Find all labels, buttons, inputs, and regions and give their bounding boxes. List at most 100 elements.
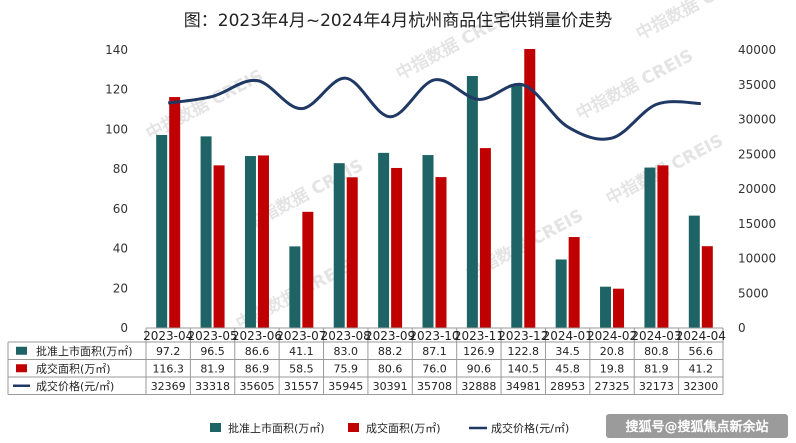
table-cell: 86.6 — [245, 345, 270, 358]
bar-approved-area — [378, 152, 390, 328]
y-left-tick-label: 80 — [113, 162, 128, 176]
legend-label: 批准上市面积(万㎡) — [228, 421, 325, 435]
table-cell: 35945 — [328, 380, 363, 393]
table-cell: 81.9 — [644, 362, 669, 375]
bar-transaction-area — [213, 165, 225, 328]
table-cell: 35605 — [239, 380, 274, 393]
bar-transaction-area — [568, 237, 580, 328]
y-right-tick-label: 5000 — [738, 286, 769, 300]
table-cell: 96.5 — [200, 345, 225, 358]
table-cell: 28953 — [550, 380, 585, 393]
y-right-tick-label: 15000 — [738, 217, 776, 231]
x-category-label: 2023-12 — [498, 329, 548, 343]
table-cell: 32369 — [151, 380, 186, 393]
table-cell: 45.8 — [555, 362, 580, 375]
y-right-tick-label: 20000 — [738, 182, 776, 196]
bar-approved-area — [289, 246, 301, 328]
y-right-tick-label: 10000 — [738, 252, 776, 266]
legend-key — [348, 423, 359, 432]
legend-key — [210, 423, 221, 432]
table-cell: 30391 — [373, 380, 408, 393]
y-right-tick-label: 25000 — [738, 147, 776, 161]
y-left-tick-label: 120 — [105, 83, 128, 97]
legend-label: 成交面积(万㎡) — [366, 421, 441, 435]
bar-approved-area — [644, 167, 656, 328]
table-cell: 80.6 — [378, 362, 403, 375]
table-cell: 32173 — [639, 380, 674, 393]
bar-approved-area — [200, 136, 212, 328]
bar-approved-area — [555, 259, 567, 328]
x-category-label: 2024-01 — [543, 329, 593, 343]
x-category-label: 2023-11 — [454, 329, 504, 343]
table-cell: 126.9 — [463, 345, 495, 358]
y-right-tick-label: 0 — [738, 321, 746, 335]
y-left-tick-label: 20 — [113, 281, 128, 295]
y-left-tick-label: 100 — [105, 122, 128, 136]
bar-transaction-area — [257, 155, 269, 328]
table-cell: 76.0 — [422, 362, 447, 375]
x-category-label: 2023-10 — [409, 329, 459, 343]
bar-transaction-area — [391, 167, 403, 328]
y-left-tick-label: 40 — [113, 242, 128, 256]
bar-transaction-area — [524, 49, 536, 328]
table-cell: 75.9 — [333, 362, 358, 375]
x-category-label: 2023-07 — [276, 329, 326, 343]
table-cell: 88.2 — [378, 345, 403, 358]
table-cell: 80.8 — [644, 345, 669, 358]
table-row-key — [16, 364, 27, 373]
bar-transaction-area — [701, 246, 713, 328]
bar-approved-area — [333, 163, 345, 328]
watermark-text: 中指数据 CREIS — [142, 65, 266, 144]
table-cell: 122.8 — [508, 345, 540, 358]
table-cell: 27325 — [595, 380, 630, 393]
bar-transaction-area — [613, 288, 625, 328]
price-line-layer — [167, 76, 701, 141]
y-right-tick-label: 30000 — [738, 113, 776, 127]
source-credit: 搜狐号@搜狐焦点新余站 — [625, 419, 768, 435]
table-cell: 35708 — [417, 380, 452, 393]
table-cell: 41.1 — [289, 345, 314, 358]
bar-approved-area — [466, 76, 478, 329]
x-category-label: 2024-02 — [587, 329, 637, 343]
chart-title: 图：2023年4月~2024年4月杭州商品住宅供销量价走势 — [184, 11, 612, 31]
x-category-label: 2023-04 — [143, 329, 193, 343]
x-category-label: 2023-08 — [321, 329, 371, 343]
table-cell: 34.5 — [555, 345, 580, 358]
y-right-tick-label: 40000 — [738, 43, 776, 57]
table-cell: 34981 — [506, 380, 541, 393]
source-credit-group: 搜狐号@搜狐焦点新余站 — [606, 414, 788, 438]
table-cell: 97.2 — [156, 345, 181, 358]
table-cell: 41.2 — [689, 362, 714, 375]
table-cell: 19.8 — [600, 362, 625, 375]
bar-transaction-area — [346, 177, 358, 328]
table-cell: 56.6 — [689, 345, 714, 358]
table-row-label: 批准上市面积(万㎡) — [36, 344, 133, 358]
table-cell: 32888 — [461, 380, 496, 393]
table-cell: 83.0 — [333, 345, 358, 358]
x-category-label: 2023-06 — [232, 329, 282, 343]
bar-approved-area — [244, 156, 256, 328]
y-left-tick-label: 0 — [120, 321, 128, 335]
table-cell: 58.5 — [289, 362, 314, 375]
bars — [156, 49, 713, 329]
bar-transaction-area — [169, 97, 181, 328]
legend: 批准上市面积(万㎡) 成交面积(万㎡) 成交价格(元/㎡) — [210, 421, 569, 435]
bar-transaction-area — [657, 165, 669, 328]
table-cell: 33318 — [195, 380, 230, 393]
table-row-key — [16, 346, 27, 355]
bar-transaction-area — [435, 177, 447, 328]
watermark-text: 中指数据 CREIS — [632, 0, 756, 44]
y-left-tick-label: 140 — [105, 43, 128, 57]
y-right-tick-label: 35000 — [738, 78, 776, 92]
table-row-label: 成交价格(元/㎡) — [36, 379, 114, 393]
source-credit-bg — [606, 414, 788, 438]
table-row-label: 成交面积(万㎡) — [36, 361, 111, 375]
bar-transaction-area — [302, 211, 314, 328]
table-cell: 20.8 — [600, 345, 625, 358]
table-cell: 90.6 — [467, 362, 492, 375]
bar-transaction-area — [479, 148, 491, 328]
x-category-label: 2023-05 — [188, 329, 238, 343]
bar-approved-area — [511, 84, 523, 328]
